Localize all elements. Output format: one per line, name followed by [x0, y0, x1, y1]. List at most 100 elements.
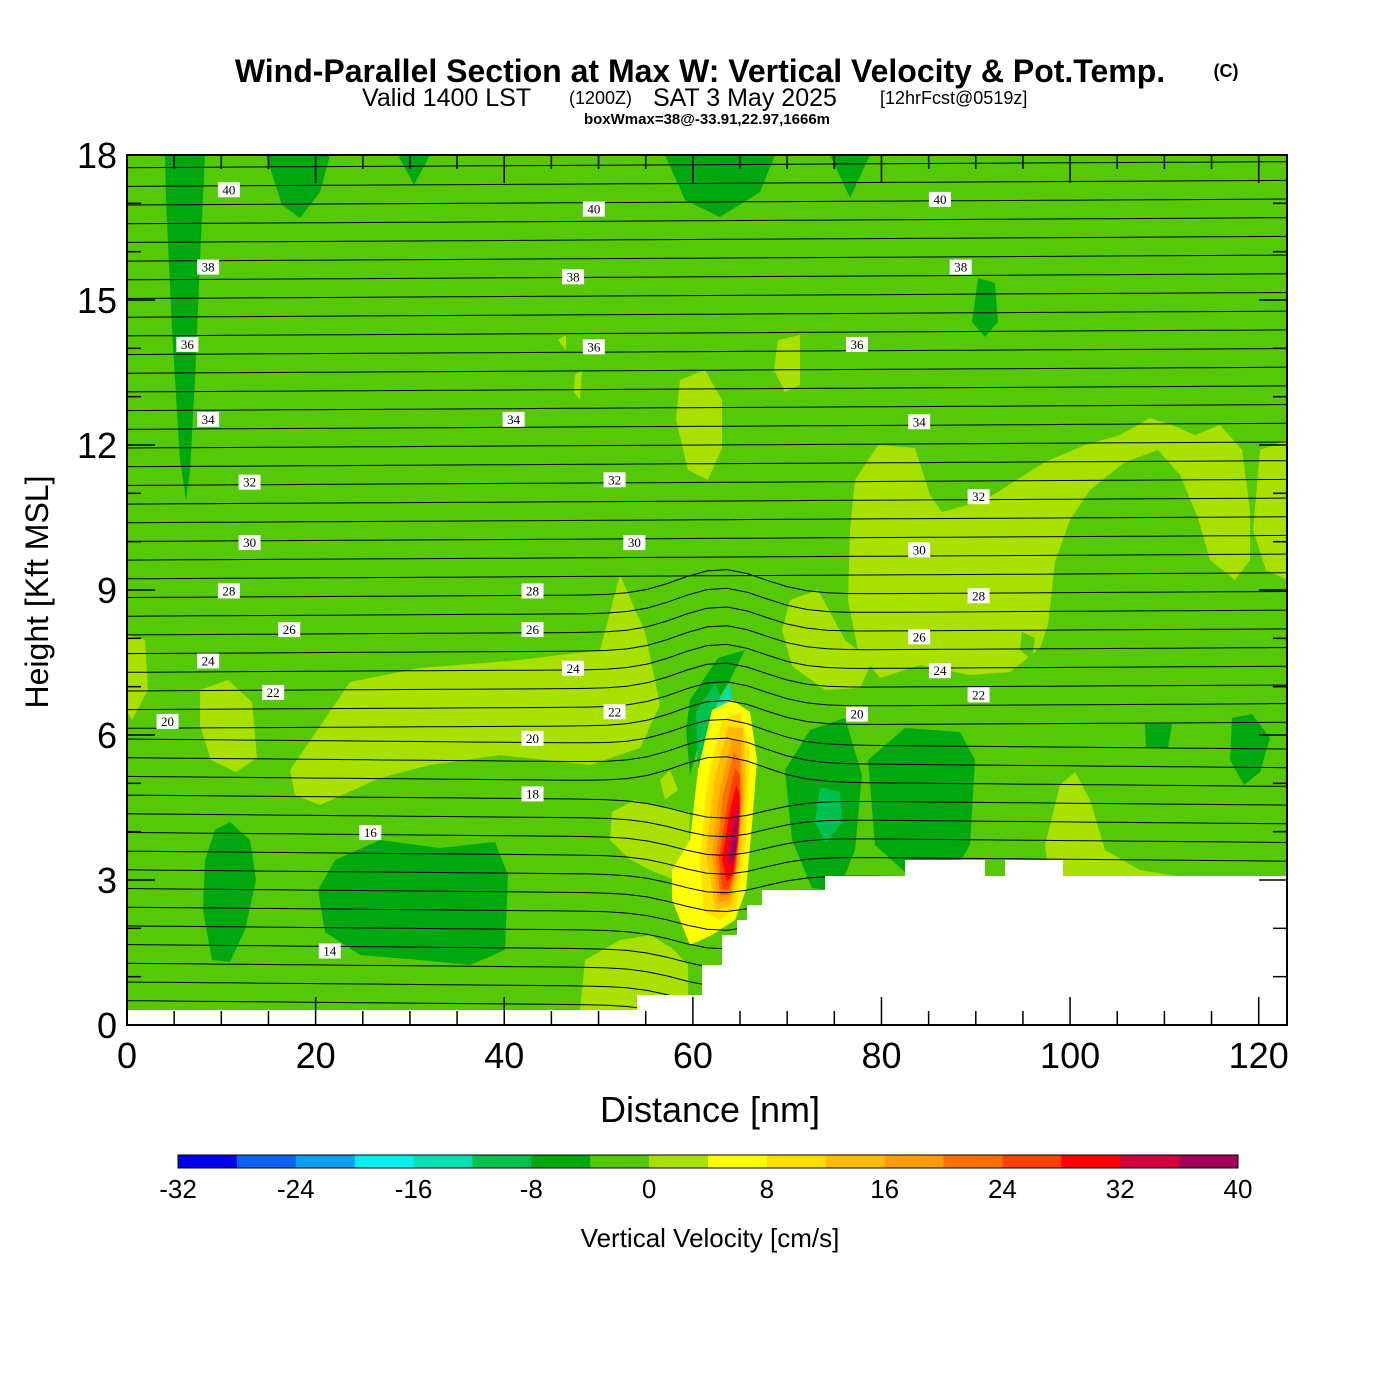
theta-label-bg — [928, 663, 951, 679]
theta-contour-line — [127, 273, 1287, 281]
box-wmax: boxWmax=38@-33.91,22.97,1666m — [584, 111, 830, 128]
moderate-downdraft-east — [815, 787, 842, 843]
theta-label-text: 22 — [972, 687, 985, 702]
colorbar-swatch — [825, 1155, 886, 1168]
colorbar-tick-labels: -32 -24 -16 -8 0 8 16 24 32 40 — [159, 1174, 1252, 1204]
x-tick-label: 100 — [1040, 1035, 1100, 1076]
y-tick-label: 9 — [97, 570, 117, 611]
updraft-east-large — [848, 418, 1250, 678]
x-tick-label: 40 — [484, 1035, 524, 1076]
downdraft-right-15k — [972, 278, 998, 337]
x-axis-tick-labels: 0 20 40 60 80 100 120 — [117, 1035, 1289, 1076]
theta-label-text: 30 — [628, 535, 641, 550]
theta-label-text: 30 — [913, 542, 926, 557]
theta-label-bg — [521, 622, 544, 638]
downdraft-top-2 — [398, 155, 430, 185]
theta-label-bg — [238, 474, 261, 490]
theta-label-text: 16 — [364, 825, 378, 840]
theta-label: 40 — [582, 201, 605, 217]
theta-label-text: 32 — [608, 472, 621, 487]
theta-label-bg — [217, 182, 240, 198]
y-tick-label: 6 — [97, 715, 117, 756]
theta-contour-line — [127, 516, 1287, 524]
x-tick-label: 120 — [1229, 1035, 1289, 1076]
colorbar-tick-label: -8 — [520, 1174, 543, 1204]
theta-label-bg — [845, 706, 868, 722]
valid-line: Valid 1400 LST (1200Z) SAT 3 May 2025 [1… — [362, 84, 1027, 112]
y-tick-label: 15 — [77, 280, 117, 321]
theta-label-text: 28 — [526, 583, 539, 598]
theta-label-text: 32 — [243, 475, 256, 490]
theta-contour-line — [127, 161, 1287, 169]
updraft-left-blob — [200, 680, 257, 772]
valid-utc: (1200Z) — [569, 88, 632, 108]
theta-label-text: 22 — [608, 704, 621, 719]
theta-label-bg — [928, 191, 951, 207]
theta-contour-labels: 40 40 40 38 38 38 36 36 36 34 34 34 32 32 32 30 30 30 28 28… — [156, 182, 990, 959]
theta-contour-line — [127, 699, 1287, 729]
theta-label-bg — [967, 588, 990, 604]
theta-label-text: 26 — [913, 629, 927, 644]
colorbar-tick-label: -24 — [277, 1174, 315, 1204]
theta-label-text: 26 — [526, 622, 540, 637]
theta-label-bg — [176, 336, 199, 352]
theta-contour-line — [127, 553, 1287, 561]
updraft-right-lower — [1045, 772, 1287, 895]
theta-contour-line — [127, 606, 1287, 636]
theta-label-text: 26 — [283, 622, 297, 637]
colorbar-swatch — [884, 1155, 945, 1168]
theta-label-bg — [623, 535, 646, 551]
theta-label-bg — [197, 653, 220, 669]
theta-label-bg — [521, 730, 544, 746]
theta-label-text: 18 — [526, 786, 539, 801]
theta-contour-line — [127, 497, 1287, 505]
colorbar-tick-label: 0 — [642, 1174, 656, 1204]
theta-label: 36 — [176, 336, 199, 352]
theta-label-bg — [908, 629, 931, 645]
theta-contour-line — [127, 534, 1287, 542]
theta-label: 24 — [197, 653, 220, 669]
theta-label-bg — [521, 786, 544, 802]
theta-label: 22 — [603, 704, 626, 720]
y-tick-label: 3 — [97, 860, 117, 901]
colorbar-tick-label: 8 — [760, 1174, 774, 1204]
colorbar-swatch — [531, 1155, 591, 1168]
updraft-small-2 — [574, 370, 582, 400]
downdraft-east-3 — [1145, 724, 1172, 748]
updraft-right-edge — [1253, 440, 1287, 580]
theta-label: 34 — [197, 411, 220, 427]
y-axis-ticks — [127, 154, 1287, 1026]
theta-label: 22 — [262, 684, 285, 700]
updraft-left-edge — [127, 635, 148, 720]
theta-label: 36 — [845, 336, 868, 352]
theta-label-text: 28 — [222, 583, 235, 598]
y-tick-label: 18 — [77, 135, 117, 176]
x-tick-label: 20 — [296, 1035, 336, 1076]
theta-label: 20 — [845, 706, 868, 722]
theta-label-bg — [845, 336, 868, 352]
theta-label-bg — [562, 269, 585, 285]
theta-label: 24 — [562, 660, 585, 676]
downdraft-top-4 — [830, 155, 870, 198]
theta-contour-line — [127, 385, 1287, 393]
theta-label-text: 38 — [954, 260, 967, 275]
theta-label: 40 — [217, 182, 240, 198]
y-axis-tick-labels: 0 3 6 9 12 15 18 — [77, 135, 117, 1046]
theta-contour-line — [127, 625, 1287, 655]
theta-label-text: 22 — [267, 685, 280, 700]
updraft-small-1 — [558, 335, 566, 350]
theta-label: 24 — [928, 663, 951, 679]
theta-contour-line — [127, 198, 1287, 206]
theta-label-text: 40 — [587, 202, 600, 217]
theta-label: 34 — [908, 414, 931, 430]
valid-prefix: Valid 1400 LST — [362, 84, 531, 112]
theta-label-bg — [908, 542, 931, 558]
theta-label-text: 34 — [913, 414, 927, 429]
theta-label-text: 20 — [161, 714, 174, 729]
colorbar-swatch — [708, 1155, 768, 1168]
theta-label: 28 — [217, 583, 240, 599]
theta-contour-line — [127, 813, 1287, 838]
theta-label: 30 — [908, 542, 931, 558]
colorbar-tick-label: 32 — [1106, 1174, 1135, 1204]
theta-label-text: 38 — [202, 260, 215, 275]
